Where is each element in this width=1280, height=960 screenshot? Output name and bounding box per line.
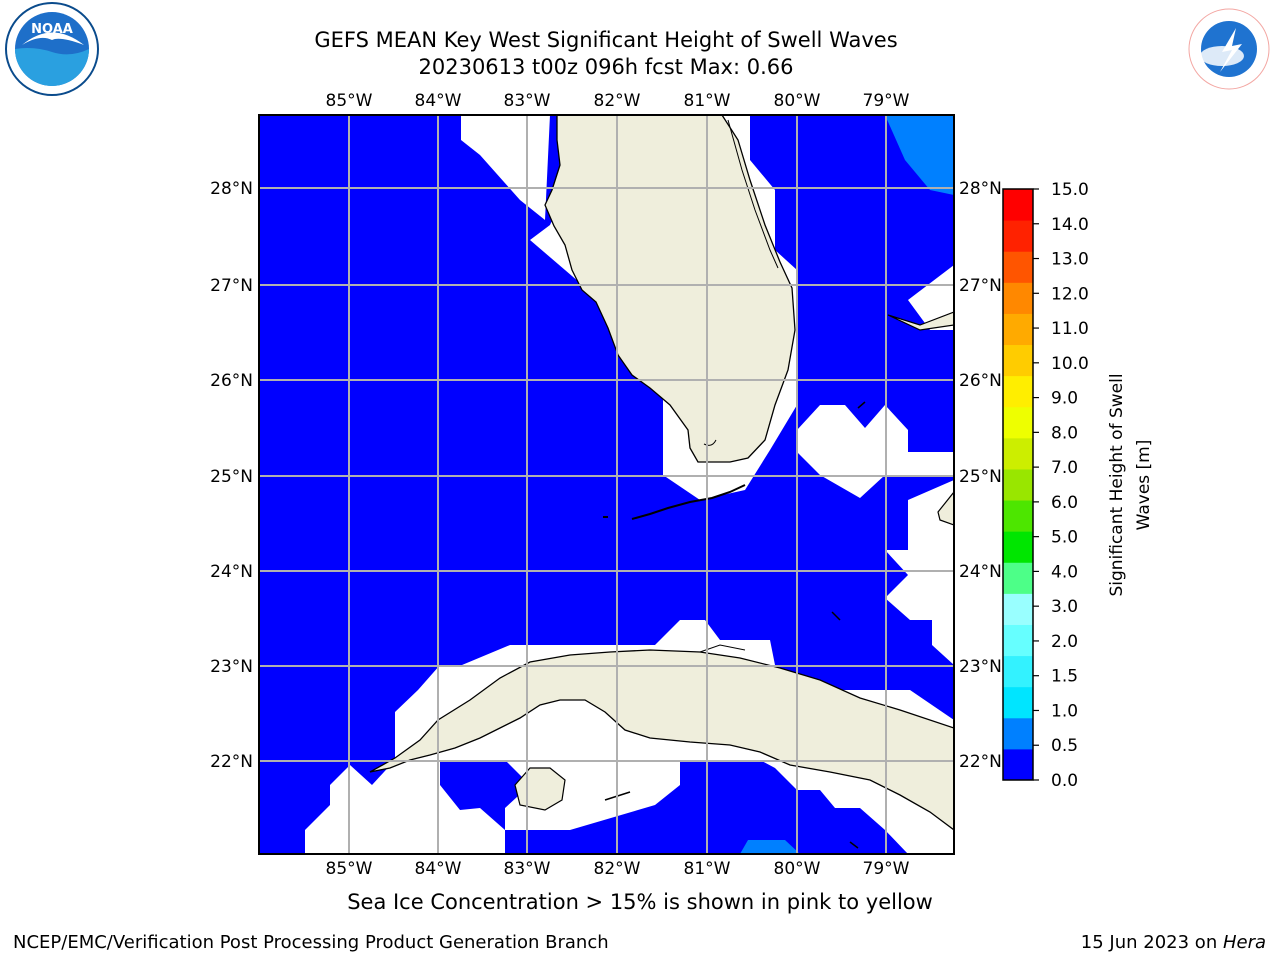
colorbar-tick-label: 1.5: [1051, 667, 1078, 687]
no-data-area: [885, 480, 954, 665]
lat-tick-label: 22°N: [210, 752, 253, 772]
colorbar-ticks: 0.0 0.5 1.0 1.5 2.0 3.0 4.0 5.0 6.0 7.0 8.0 9.0 10.0…: [1033, 180, 1089, 791]
colorbar-segment: [1003, 531, 1033, 563]
colorbar-tick-label: 7.0: [1051, 458, 1078, 478]
colorbar-segment: [1003, 717, 1033, 750]
colorbar-segment: [1003, 313, 1033, 346]
swell-patch: [885, 115, 954, 195]
colorbar-segment: [1003, 593, 1033, 625]
lon-tick-label: 84°W: [415, 859, 462, 879]
lat-tick-label: 27°N: [959, 276, 1002, 296]
colorbar-tick-label: 1.0: [1051, 701, 1078, 721]
colorbar-segment: [1003, 624, 1033, 657]
colorbar-tick-label: 13.0: [1051, 250, 1089, 270]
lon-tick-label: 79°W: [863, 859, 910, 879]
colorbar-label-line2: Waves [m]: [1134, 440, 1154, 531]
map-frame: [258, 114, 955, 855]
colorbar-tick-label: 0.0: [1051, 771, 1078, 791]
lat-tick-label: 25°N: [959, 467, 1002, 487]
colorbar-tick-label: 4.0: [1051, 562, 1078, 582]
colorbar-label-line1: Significant Height of Swell: [1107, 373, 1127, 596]
colorbar-tick-label: 3.0: [1051, 597, 1078, 617]
colorbar-segment: [1003, 406, 1033, 439]
colorbar-segment: [1003, 344, 1033, 377]
lat-tick-label: 22°N: [959, 752, 1002, 772]
lon-tick-label: 79°W: [863, 91, 910, 111]
colorbar-tick-label: 10.0: [1051, 354, 1089, 374]
lon-ticks-top: 85°W 84°W 83°W 82°W 81°W 80°W 79°W: [326, 91, 910, 111]
colorbar-segment: [1003, 562, 1033, 594]
lon-tick-label: 80°W: [774, 859, 821, 879]
lon-tick-label: 81°W: [684, 91, 731, 111]
colorbar-segment: [1003, 189, 1033, 221]
colorbar-segment: [1003, 220, 1033, 252]
lat-tick-label: 27°N: [210, 276, 253, 296]
no-data-area: [908, 265, 954, 330]
lat-tick-label: 28°N: [959, 179, 1002, 199]
nws-logo: [1183, 3, 1275, 95]
lat-tick-label: 26°N: [959, 371, 1002, 391]
chart-subtitle: 20230613 t00z 096h fcst Max: 0.66: [418, 55, 794, 79]
lat-tick-label: 28°N: [210, 179, 253, 199]
lon-tick-label: 85°W: [326, 91, 373, 111]
lon-tick-label: 85°W: [326, 859, 373, 879]
lon-tick-label: 84°W: [415, 91, 462, 111]
lon-ticks-bottom: 85°W 84°W 83°W 82°W 81°W 80°W 79°W: [326, 859, 910, 879]
colorbar-tick-label: 0.5: [1051, 736, 1078, 756]
colorbar-tick-label: 12.0: [1051, 284, 1089, 304]
lat-ticks-left: 28°N 27°N 26°N 25°N 24°N 23°N 22°N: [210, 179, 253, 772]
florida-land: [544, 115, 796, 463]
lon-tick-label: 81°W: [684, 859, 731, 879]
colorbar-segment: [1003, 468, 1033, 501]
lat-tick-label: 25°N: [210, 467, 253, 487]
lat-tick-label: 23°N: [210, 657, 253, 677]
colorbar-segment: [1003, 282, 1033, 314]
chart-title: GEFS MEAN Key West Significant Height of…: [314, 28, 898, 52]
colorbar-tick-label: 5.0: [1051, 528, 1078, 548]
footer-credit: NCEP/EMC/Verification Post Processing Pr…: [13, 932, 609, 953]
lon-tick-label: 80°W: [774, 91, 821, 111]
colorbar: [1002, 188, 1034, 781]
footer-date-text: 15 Jun 2023 on: [1080, 932, 1223, 953]
footer-date: 15 Jun 2023 on Hera: [1081, 932, 1266, 953]
no-data-area: [797, 405, 954, 498]
colorbar-segment: [1003, 655, 1033, 688]
colorbar-segment: [1003, 686, 1033, 719]
lat-tick-label: 24°N: [210, 562, 253, 582]
colorbar-segment: [1003, 500, 1033, 532]
swell-patch: [740, 840, 800, 854]
lat-ticks-right: 28°N 27°N 26°N 25°N 24°N 23°N 22°N: [959, 179, 1002, 772]
colorbar-segment: [1003, 748, 1033, 781]
florida-keys: [631, 484, 746, 520]
lat-tick-label: 23°N: [959, 657, 1002, 677]
noaa-logo: NOAA: [5, 2, 99, 96]
colorbar-tick-label: 2.0: [1051, 632, 1078, 652]
colorbar-tick-label: 6.0: [1051, 493, 1078, 513]
lon-tick-label: 83°W: [504, 859, 551, 879]
colorbar-tick-label: 14.0: [1051, 215, 1089, 235]
svg-text:NOAA: NOAA: [31, 22, 73, 37]
colorbar-segment: [1003, 375, 1033, 408]
footer-host: Hera: [1222, 932, 1266, 953]
map-gridlines: [259, 115, 954, 854]
lon-tick-label: 82°W: [594, 91, 641, 111]
lon-tick-label: 83°W: [504, 91, 551, 111]
colorbar-tick-label: 8.0: [1051, 423, 1078, 443]
colorbar-segment: [1003, 251, 1033, 283]
lat-tick-label: 24°N: [959, 562, 1002, 582]
lat-tick-label: 26°N: [210, 371, 253, 391]
colorbar-tick-label: 9.0: [1051, 389, 1078, 409]
colorbar-tick-label: 15.0: [1051, 180, 1089, 200]
colorbar-segment: [1003, 437, 1033, 470]
colorbar-frame: [1002, 188, 1034, 781]
colorbar-tick-label: 11.0: [1051, 319, 1089, 339]
sea-ice-note: Sea Ice Concentration > 15% is shown in …: [347, 890, 933, 914]
lon-tick-label: 82°W: [594, 859, 641, 879]
